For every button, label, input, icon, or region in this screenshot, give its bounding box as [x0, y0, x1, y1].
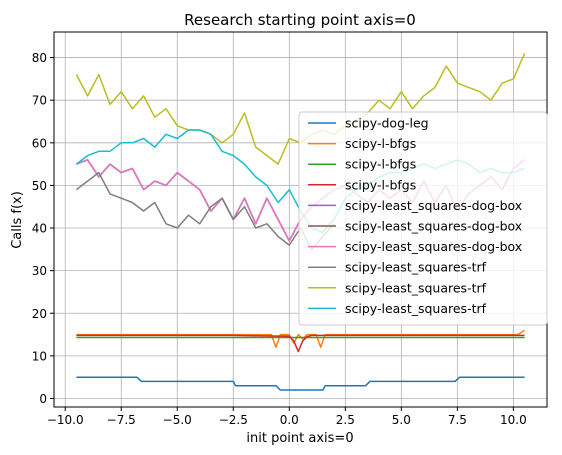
y-tick-label: 0 [39, 392, 47, 406]
x-tick-label: −2.5 [219, 413, 248, 427]
y-tick-label: 50 [32, 179, 47, 193]
legend-label: scipy-dog-leg [345, 116, 429, 131]
chart-title: Research starting point axis=0 [184, 11, 416, 29]
x-tick-label: 2.5 [336, 413, 355, 427]
legend-label: scipy-least_squares-dog-box [345, 198, 522, 213]
x-tick-label: 0.0 [280, 413, 299, 427]
y-tick-label: 10 [32, 349, 47, 363]
x-tick-label: −7.5 [107, 413, 136, 427]
y-tick-label: 60 [32, 136, 47, 150]
x-tick-label: −5.0 [163, 413, 192, 427]
legend-label: scipy-l-bfgs [345, 136, 416, 151]
x-tick-label: 5.0 [392, 413, 411, 427]
y-tick-label: 30 [32, 264, 47, 278]
y-tick-label: 20 [32, 307, 47, 321]
legend-label: scipy-l-bfgs [345, 157, 416, 172]
x-tick-label: 10.0 [500, 413, 527, 427]
legend-label: scipy-least_squares-trf [345, 280, 487, 295]
legend-label: scipy-l-bfgs [345, 177, 416, 192]
y-tick-label: 40 [32, 222, 47, 236]
axis-ticks: −10.0 −7.5 −5.0 −2.5 0.0 2.5 5.0 7.5 10.0 0 10 20 30… [32, 51, 527, 427]
y-axis-title: Calls f(x) [10, 191, 25, 249]
legend-label: scipy-least_squares-dog-box [345, 239, 522, 254]
series-line-3 [76, 334, 525, 353]
y-tick-label: 80 [32, 51, 47, 65]
legend-box [298, 111, 548, 326]
x-tick-label: 7.5 [448, 413, 467, 427]
legend-label: scipy-least_squares-trf [345, 301, 487, 316]
y-tick-label: 70 [32, 94, 47, 108]
legend-label: scipy-least_squares-trf [345, 260, 487, 275]
legend-label: scipy-least_squares-dog-box [345, 219, 522, 234]
x-axis-title: init point axis=0 [246, 431, 353, 446]
x-tick-label: −10.0 [47, 413, 84, 427]
series-line-0 [76, 376, 525, 391]
series-line-1 [76, 329, 526, 349]
legend: scipy-dog-leg scipy-l-bfgs scipy-l-bfgs sci… [298, 111, 548, 326]
series-line-7 [75, 171, 335, 251]
